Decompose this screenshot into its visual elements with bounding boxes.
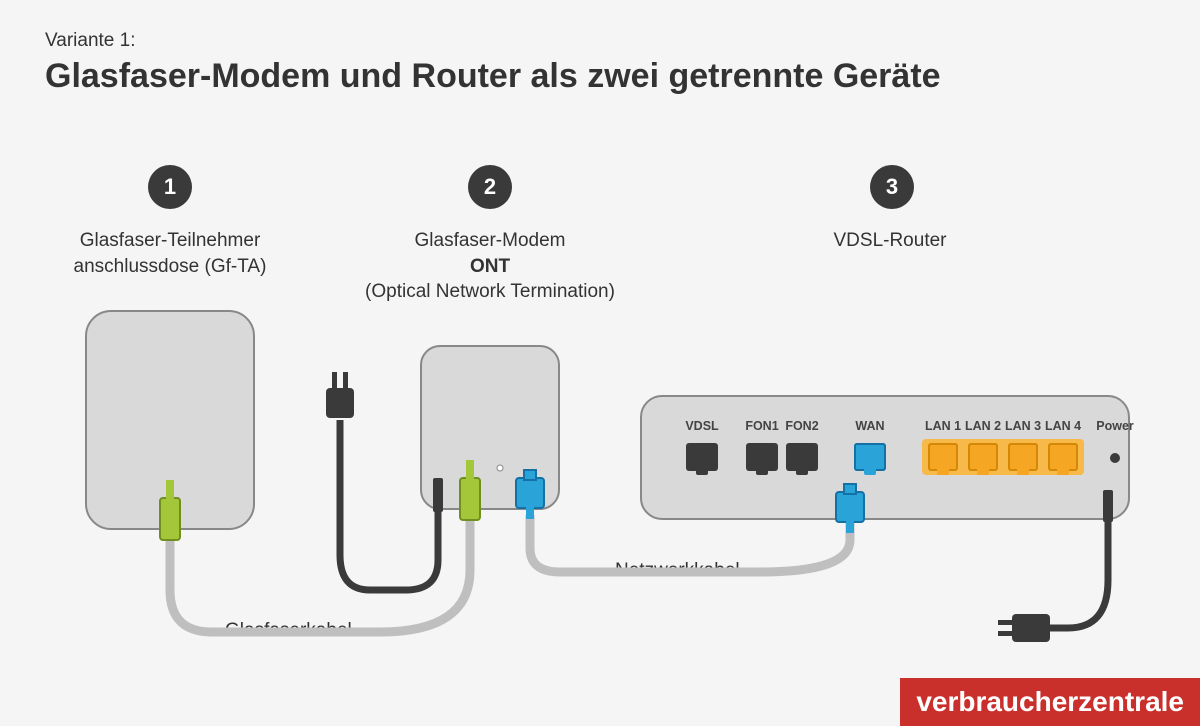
port-lan2	[968, 443, 998, 471]
device-router: VDSL FON1 FON2 WAN LAN 1 LAN 2 LAN 3 LAN…	[640, 395, 1130, 520]
port-lan3	[1008, 443, 1038, 471]
port-label-lan3: LAN 3	[1005, 419, 1041, 433]
cable-label-fiber: Glasfaserkabel	[225, 620, 352, 642]
device-gfta	[85, 310, 255, 530]
cable-label-network: Netzwerkkabel	[615, 560, 740, 582]
port-vdsl	[686, 443, 718, 471]
cable-router-power	[1050, 520, 1108, 628]
node-label-gfta: Glasfaser-Teilnehmer anschlussdose (Gf-T…	[50, 228, 290, 279]
gfta-label-line2: anschlussdose (Gf-TA)	[74, 256, 267, 277]
gfta-label-line1: Glasfaser-Teilnehmer	[80, 230, 261, 251]
port-label-lan4: LAN 4	[1045, 419, 1081, 433]
port-power-dot	[1110, 453, 1120, 463]
node-badge-ont: 2	[468, 165, 512, 221]
device-ont	[420, 345, 560, 510]
node-badge-gfta: 1	[148, 165, 192, 221]
cable-fiber-gray	[170, 512, 470, 632]
port-label-fon1: FON1	[745, 419, 778, 433]
plug-ont-power-icon	[326, 372, 354, 418]
port-label-wan: WAN	[855, 419, 884, 433]
node-label-ont: Glasfaser-Modem ONT (Optical Network Ter…	[330, 228, 650, 305]
ont-label-line2: ONT	[470, 256, 510, 277]
port-fon1	[746, 443, 778, 471]
node-label-router: VDSL-Router	[760, 228, 1020, 254]
port-label-vdsl: VDSL	[685, 419, 718, 433]
brand-badge: verbraucherzentrale	[900, 678, 1200, 726]
badge-3: 3	[870, 165, 914, 209]
badge-1: 1	[148, 165, 192, 209]
port-label-power: Power	[1096, 419, 1134, 433]
port-lan1	[928, 443, 958, 471]
router-label-line1: VDSL-Router	[834, 230, 947, 251]
port-label-lan1: LAN 1	[925, 419, 961, 433]
port-label-fon2: FON2	[785, 419, 818, 433]
diagram-canvas: 1 2 3 Glasfaser-Teilnehmer anschlussdose…	[0, 0, 1200, 726]
port-lan4	[1048, 443, 1078, 471]
node-badge-router: 3	[870, 165, 914, 221]
ont-label-line1: Glasfaser-Modem	[415, 230, 566, 251]
port-fon2	[786, 443, 818, 471]
badge-2: 2	[468, 165, 512, 209]
plug-router-power-icon	[998, 614, 1050, 642]
ont-label-line3: (Optical Network Termination)	[365, 281, 615, 302]
port-wan	[854, 443, 886, 471]
port-label-lan2: LAN 2	[965, 419, 1001, 433]
